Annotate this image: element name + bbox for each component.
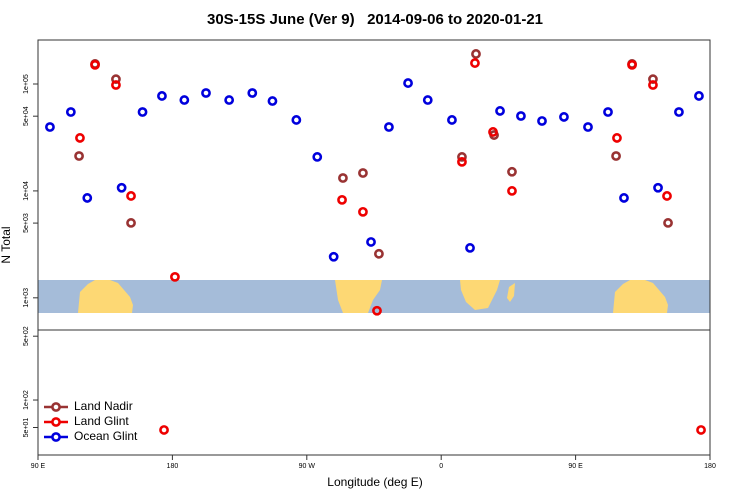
point	[74, 151, 84, 161]
point	[694, 91, 704, 101]
point	[537, 116, 547, 126]
point	[488, 127, 498, 137]
point	[627, 59, 637, 70]
y-tick-label: 5e+02	[23, 326, 30, 346]
point	[374, 248, 384, 259]
point	[75, 133, 85, 143]
x-tick-label: 0	[439, 463, 443, 470]
legend-marker	[51, 432, 61, 442]
point	[507, 186, 517, 196]
point	[337, 194, 347, 205]
point	[603, 107, 613, 117]
point	[612, 133, 622, 143]
point	[674, 107, 684, 117]
point	[372, 305, 382, 316]
point	[224, 95, 235, 105]
point	[662, 191, 672, 201]
point	[663, 218, 673, 228]
point	[338, 173, 348, 183]
point	[403, 78, 413, 88]
point	[648, 80, 658, 90]
point	[82, 193, 93, 203]
x-tick-label: 90 E	[568, 463, 583, 470]
point	[470, 58, 480, 68]
point	[65, 107, 76, 117]
point	[457, 156, 467, 167]
point	[583, 122, 593, 132]
point	[45, 122, 55, 132]
point	[447, 115, 457, 125]
point	[516, 111, 526, 121]
point	[465, 243, 475, 253]
y-tick-label: 5e+03	[23, 213, 30, 233]
point	[366, 237, 376, 247]
y-tick-label: 1e+03	[23, 288, 30, 308]
point	[312, 152, 323, 162]
y-tick-label: 1e+05	[23, 74, 30, 94]
point	[247, 88, 258, 98]
point	[457, 152, 467, 162]
x-axis-label: Longitude (deg E)	[327, 475, 422, 489]
point	[126, 191, 136, 201]
x-tick-label: 90 W	[299, 463, 316, 470]
point	[328, 251, 339, 262]
x-tick-label: 180	[704, 463, 716, 470]
y-tick-label: 5e+01	[23, 418, 30, 438]
x-tick-label: 180	[167, 463, 179, 470]
point	[157, 91, 167, 101]
point	[619, 193, 629, 203]
legend-label: Land Glint	[74, 414, 129, 428]
point	[653, 182, 663, 193]
y-tick-label: 1e+02	[23, 390, 30, 410]
point	[358, 206, 368, 217]
point	[358, 168, 368, 178]
point	[179, 95, 190, 105]
point	[611, 151, 621, 161]
point	[116, 182, 127, 193]
point	[696, 425, 706, 435]
point	[507, 166, 517, 177]
point	[170, 271, 180, 282]
y-tick-label: 1e+04	[23, 181, 30, 201]
x-tick-label: 90 E	[31, 463, 46, 470]
point	[559, 112, 569, 122]
point	[267, 96, 278, 106]
y-axis-label: N Total	[0, 226, 13, 263]
point	[111, 80, 121, 90]
point	[126, 218, 136, 228]
legend-label: Ocean Glint	[74, 429, 138, 443]
bottom-panel-frame	[37, 329, 711, 456]
point	[471, 49, 481, 59]
legend-marker	[51, 402, 61, 412]
point	[422, 95, 433, 105]
chart-title: 30S-15S June (Ver 9) 2014-09-06 to 2020-…	[207, 11, 543, 28]
point	[90, 59, 100, 70]
point	[495, 106, 505, 116]
legend-marker	[51, 417, 61, 427]
point	[159, 425, 169, 435]
point	[384, 122, 394, 132]
point	[201, 88, 211, 98]
y-tick-label: 5e+04	[23, 106, 30, 126]
point	[111, 74, 121, 85]
point	[648, 74, 658, 85]
legend-label: Land Nadir	[74, 399, 133, 413]
point	[291, 115, 302, 125]
point	[137, 107, 148, 117]
